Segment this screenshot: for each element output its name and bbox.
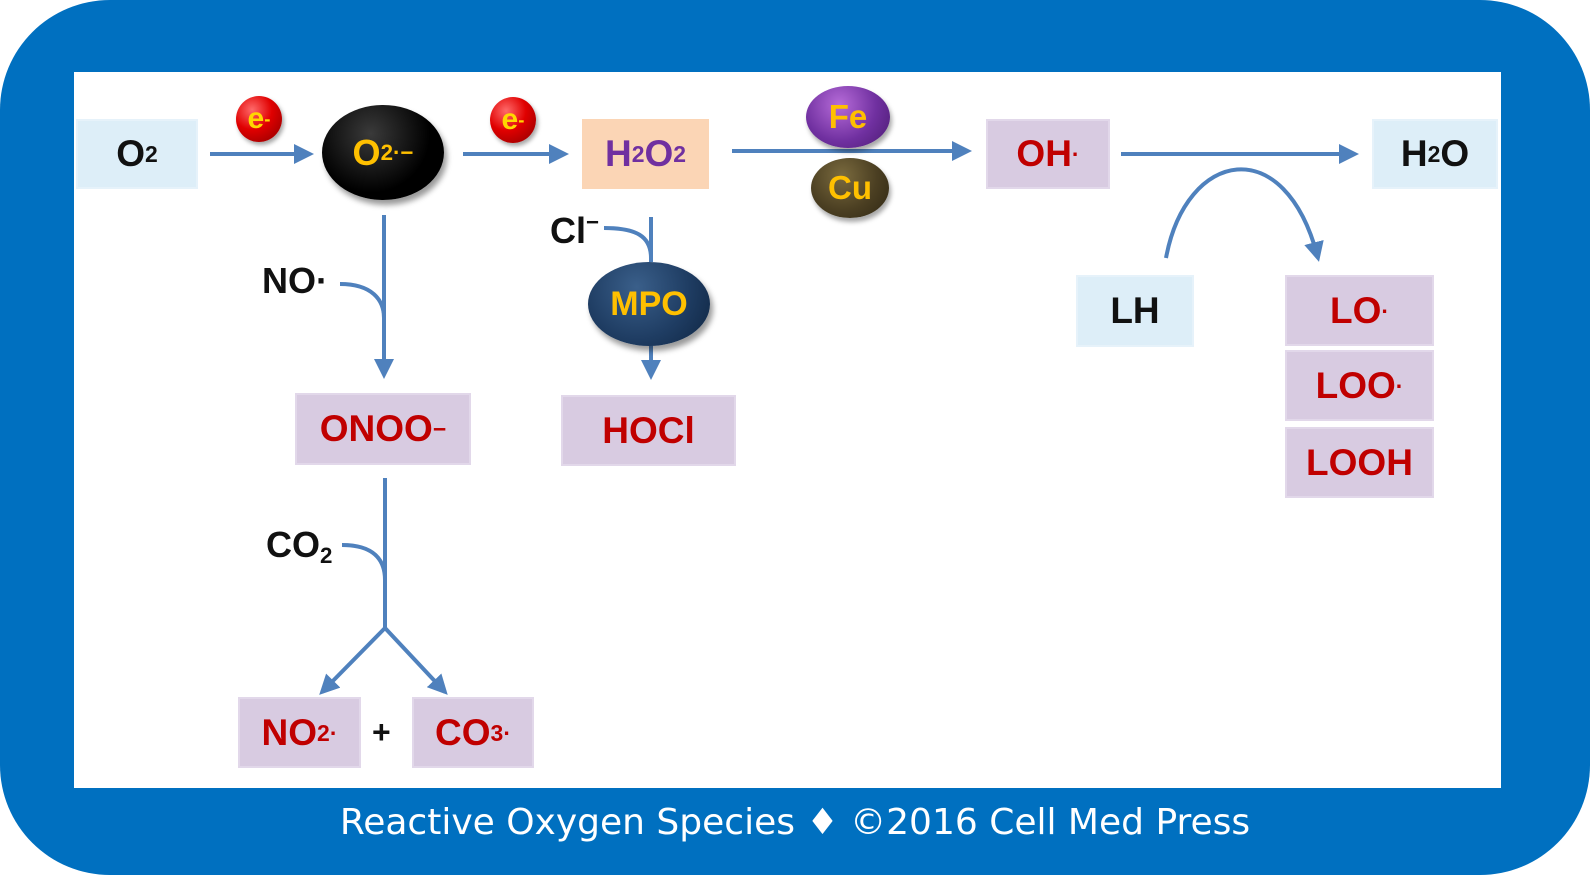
arrow-to-co3 bbox=[383, 626, 448, 695]
fe-ball: Fe bbox=[806, 86, 890, 148]
no2-box: NO 2 · bbox=[238, 697, 361, 768]
electron-ball-1: e- bbox=[236, 96, 282, 142]
mpo-ball: MPO bbox=[588, 262, 710, 346]
arrow-to-no2 bbox=[319, 626, 387, 695]
superoxide-ball: O 2 ·− bbox=[322, 105, 444, 200]
arrow-lh-to-lo bbox=[1164, 167, 1324, 262]
co3-box: CO 3 · bbox=[412, 697, 534, 768]
arrow-cl-join bbox=[603, 226, 653, 259]
cu-ball: Cu bbox=[811, 158, 889, 218]
co2-label: CO2 bbox=[266, 524, 333, 569]
oh-box: OH · bbox=[986, 119, 1110, 189]
chloride-label: Cl− bbox=[550, 209, 600, 251]
onoo-box: ONOO − bbox=[295, 393, 471, 465]
lh-box: LH bbox=[1076, 275, 1194, 347]
hocl-box: HOCl bbox=[561, 395, 736, 466]
electron-ball-2: e- bbox=[490, 97, 536, 143]
loo-box: LOO · bbox=[1285, 350, 1434, 421]
lo-box: LO · bbox=[1285, 275, 1434, 346]
plus-sign: + bbox=[372, 714, 391, 750]
footer-caption: Reactive Oxygen Species ♦ ©2016 Cell Med… bbox=[339, 802, 1251, 843]
arrow-no-join bbox=[339, 282, 386, 319]
looh-box: LOOH bbox=[1285, 427, 1434, 498]
no-radical-label: NO· bbox=[262, 260, 328, 301]
arrow-co2-join bbox=[341, 543, 387, 581]
